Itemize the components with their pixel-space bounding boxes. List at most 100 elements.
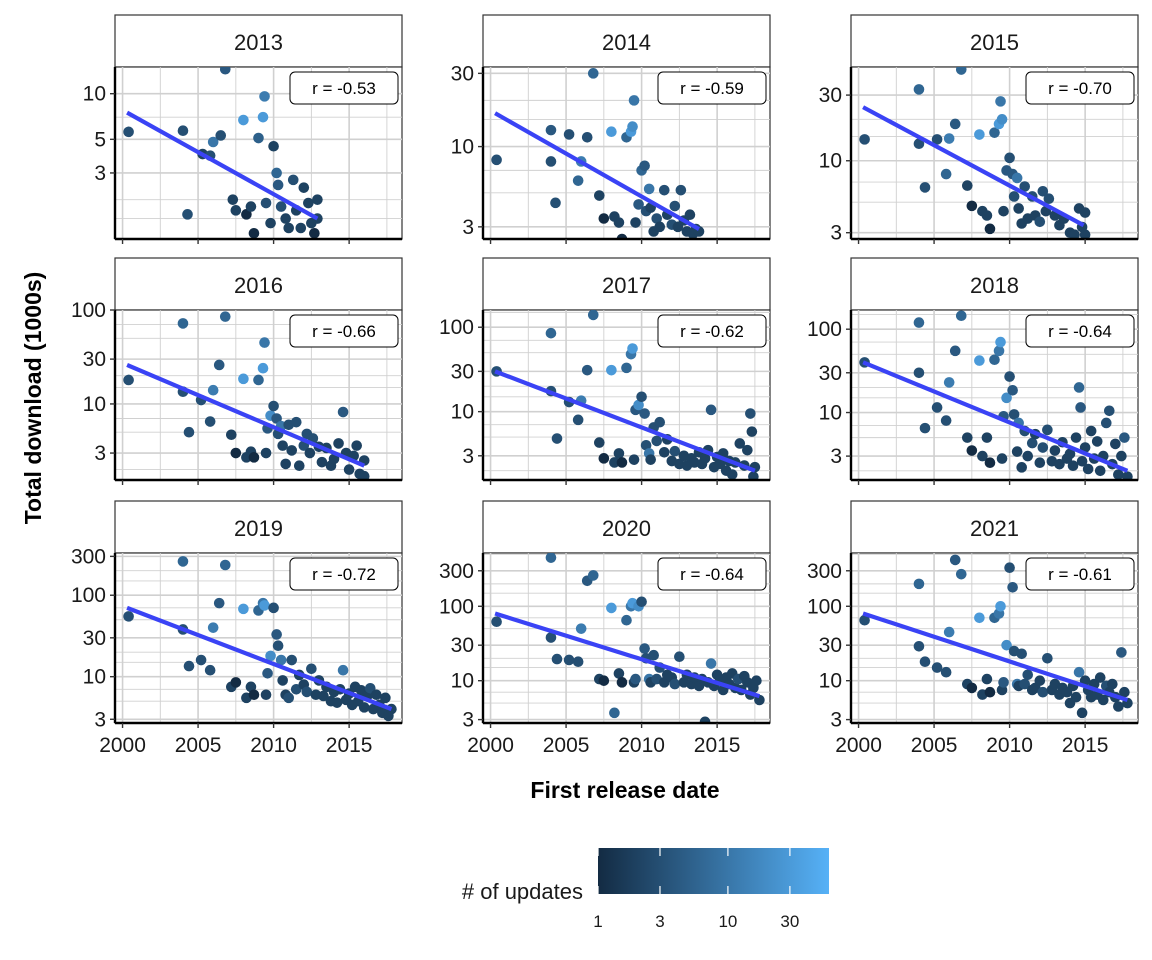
y-tick-label: 10 [83, 393, 106, 416]
data-point [1070, 432, 1082, 443]
y-tick-label: 3 [94, 708, 106, 731]
data-point [545, 327, 557, 339]
data-point [280, 458, 291, 470]
y-tick-label: 100 [71, 299, 106, 322]
data-point [645, 454, 656, 465]
y-tick-label: 100 [807, 318, 842, 341]
data-point [726, 469, 738, 480]
facet-panel-2015: 2015 3 10 30 r = -0.70 [819, 14, 1139, 245]
data-point [684, 209, 696, 220]
data-point [616, 677, 628, 688]
facet-title: 2019 [234, 516, 283, 541]
data-point [1100, 417, 1112, 429]
data-point [919, 422, 931, 434]
data-point [705, 404, 717, 416]
correlation-label-box [657, 71, 767, 105]
data-point [380, 692, 391, 704]
trend-line [862, 105, 1085, 228]
data-point [123, 374, 134, 386]
y-tick-label: 30 [819, 634, 842, 657]
data-point [563, 129, 575, 140]
data-point [572, 656, 584, 667]
data-point [358, 470, 370, 480]
y-axis-title: Total download (1000s) [20, 272, 46, 525]
data-point [669, 445, 681, 457]
correlation-label-box [657, 557, 767, 591]
data-point [995, 336, 1006, 348]
y-tick-label: 3 [462, 709, 474, 732]
data-point [219, 311, 231, 322]
data-point [351, 440, 362, 451]
data-point [699, 716, 711, 723]
data-point [628, 95, 640, 106]
points [123, 311, 370, 480]
data-point [207, 622, 219, 633]
data-point [931, 134, 943, 145]
data-point [290, 416, 302, 428]
panels-layer: 2013 3 5 10 r = -0.53 2014 3 10 30 r = -0.59 2015 3… [71, 14, 1139, 757]
data-point [1107, 678, 1118, 690]
data-point [1004, 371, 1015, 382]
data-point [859, 614, 870, 626]
correlation-label-box [289, 557, 399, 591]
facet-panel-2014: 2014 3 10 30 r = -0.59 [451, 14, 771, 244]
data-point [572, 175, 584, 186]
correlation-label: r = -0.64 [1048, 322, 1112, 341]
data-point [1037, 185, 1049, 197]
facet-panel-2016: 2016 3 10 30 100 r = -0.66 [71, 257, 403, 485]
y-tick-label: 100 [439, 316, 474, 339]
y-tick-label: 10 [451, 401, 474, 424]
data-point [1007, 384, 1018, 396]
data-point [919, 656, 931, 667]
y-tick-label: 3 [94, 162, 106, 185]
data-point [674, 651, 685, 663]
data-point [633, 199, 644, 210]
data-point [183, 660, 195, 672]
y-tick-label: 30 [451, 62, 474, 85]
data-point [639, 643, 650, 654]
data-point [940, 415, 952, 426]
data-point [913, 84, 925, 95]
data-point [940, 666, 952, 678]
y-tick-label: 30 [83, 348, 106, 371]
data-point [746, 426, 758, 437]
data-point [993, 345, 1005, 357]
x-tick-label: 2010 [250, 734, 297, 757]
data-point [606, 364, 617, 376]
facet-title: 2021 [970, 516, 1019, 541]
data-point [598, 453, 610, 464]
data-point [207, 136, 219, 148]
data-point [177, 125, 189, 136]
y-tick-label: 100 [71, 584, 106, 607]
data-point [259, 600, 270, 611]
data-point [751, 675, 762, 686]
data-point [748, 471, 759, 480]
data-point [1034, 675, 1046, 686]
data-point [283, 692, 295, 704]
data-point [259, 337, 270, 348]
facet-panel-2019: 2019 3 10 30 100 300 2000 2005 2010 2015 r = -0.72 [71, 500, 403, 757]
data-point [318, 690, 329, 702]
data-point [1085, 425, 1097, 437]
x-tick-label: 2010 [618, 734, 665, 757]
y-tick-label: 3 [462, 216, 474, 239]
data-point [343, 464, 355, 475]
facet-strip [482, 257, 771, 311]
data-point [316, 456, 328, 468]
data-point [913, 640, 925, 652]
data-point [1110, 438, 1121, 450]
data-point [995, 96, 1006, 107]
data-point [606, 126, 617, 138]
x-tick-label: 2015 [694, 734, 741, 757]
data-point [651, 435, 663, 447]
data-point [213, 359, 225, 371]
y-tick-label: 3 [462, 445, 474, 468]
data-point [995, 600, 1006, 612]
data-point [298, 182, 310, 193]
data-point [1094, 465, 1106, 477]
data-point [1119, 432, 1130, 443]
data-point [262, 668, 273, 679]
data-point [295, 222, 307, 234]
x-tick-label: 2000 [467, 734, 514, 757]
data-point [286, 445, 298, 456]
